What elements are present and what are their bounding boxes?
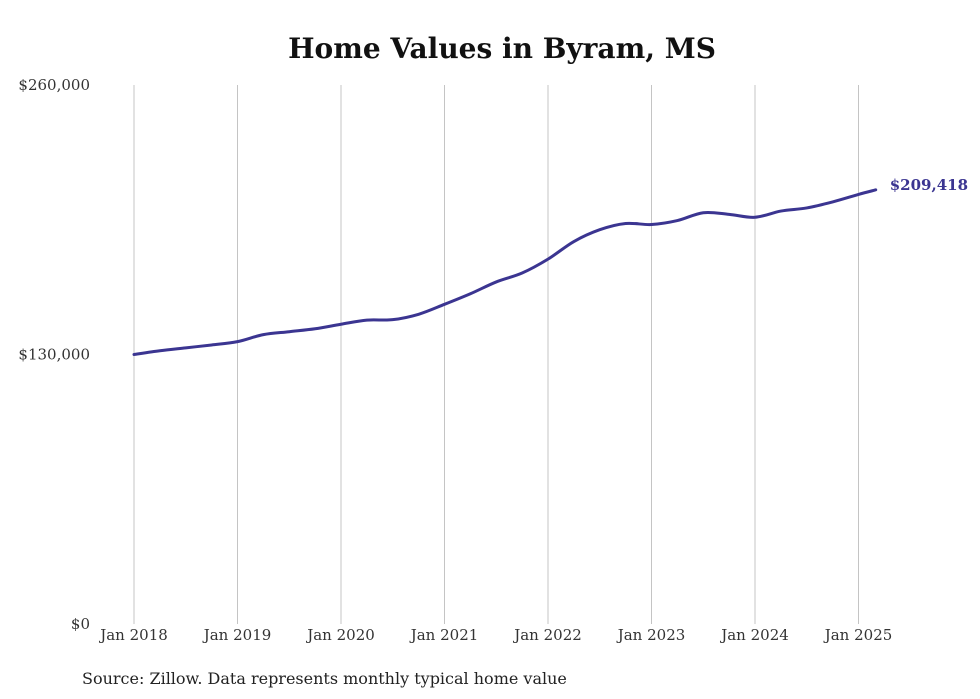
y-axis-ticks: $0 $130,000 $260,000: [18, 76, 90, 633]
home-value-line: [132, 188, 878, 356]
x-tick-label: Jan 2021: [409, 626, 479, 644]
x-tick-label: Jan 2018: [98, 626, 168, 644]
end-value-label: $209,418: [890, 176, 968, 194]
y-tick-label: $130,000: [18, 346, 90, 364]
x-tick-label: Jan 2025: [823, 626, 893, 644]
x-tick-label: Jan 2024: [719, 626, 789, 644]
y-tick-label: $0: [71, 615, 90, 633]
source-note: Source: Zillow. Data represents monthly …: [82, 669, 567, 688]
x-axis-ticks: Jan 2018 Jan 2019 Jan 2020 Jan 2021 Jan 2022…: [98, 626, 892, 644]
x-tick-label: Jan 2019: [202, 626, 272, 644]
chart-title: Home Values in Byram, MS: [288, 32, 716, 65]
x-tick-label: Jan 2023: [616, 626, 686, 644]
x-tick-label: Jan 2022: [512, 626, 582, 644]
series-layer: $209,418: [132, 176, 968, 356]
y-tick-label: $260,000: [18, 76, 90, 94]
x-tick-label: Jan 2020: [305, 626, 375, 644]
grid-lines: [133, 85, 859, 624]
